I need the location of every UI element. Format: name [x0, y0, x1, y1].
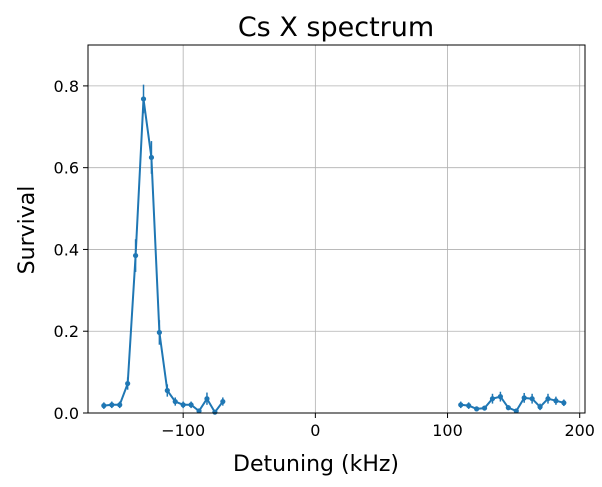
data-point [513, 408, 519, 414]
data-point [489, 396, 496, 402]
data-point [164, 387, 170, 394]
data-point [497, 394, 504, 400]
data-point [220, 398, 226, 405]
x-tick-label: 200 [564, 421, 595, 440]
data-point [180, 402, 186, 408]
y-tick-label: 0.2 [54, 322, 79, 341]
data-point [505, 405, 511, 411]
data-point [458, 402, 464, 408]
axes-frame [87, 44, 586, 414]
x-tick-label: 100 [432, 421, 463, 440]
chart-title: Cs X spectrum [238, 12, 434, 43]
data-point [561, 400, 567, 406]
data-point [109, 402, 115, 408]
y-axis-label: Survival [15, 186, 40, 275]
data-point [537, 404, 543, 410]
data-point [132, 252, 139, 259]
data-point [545, 396, 551, 402]
y-tick-label: 0.0 [54, 404, 79, 423]
x-tick-label: −100 [161, 421, 205, 440]
data-point [140, 96, 147, 102]
data-point [196, 408, 202, 414]
data-point [204, 396, 210, 402]
data-point [148, 154, 155, 161]
data-point [156, 329, 162, 336]
data-point [553, 398, 559, 404]
y-tick-label: 0.4 [54, 240, 79, 259]
data-point [172, 398, 178, 405]
y-tick-label: 0.8 [54, 77, 79, 96]
x-axis-label: Detuning (kHz) [233, 452, 399, 477]
data-point [521, 395, 527, 401]
data-point [481, 405, 488, 411]
data-point [101, 403, 107, 409]
data-point [466, 403, 472, 409]
data-point [529, 396, 535, 402]
series-line [103, 98, 224, 414]
y-tick-label: 0.6 [54, 159, 79, 178]
data-point [188, 402, 194, 408]
tick-marks: −100 0 100 200 0.0 0.2 0.4 0.6 0.8 [54, 77, 595, 440]
data-point [125, 380, 131, 387]
data-point [212, 409, 218, 415]
data-point [117, 402, 123, 408]
x-tick-label: 0 [310, 421, 320, 440]
data-point [474, 406, 480, 412]
plot-area [101, 84, 567, 415]
